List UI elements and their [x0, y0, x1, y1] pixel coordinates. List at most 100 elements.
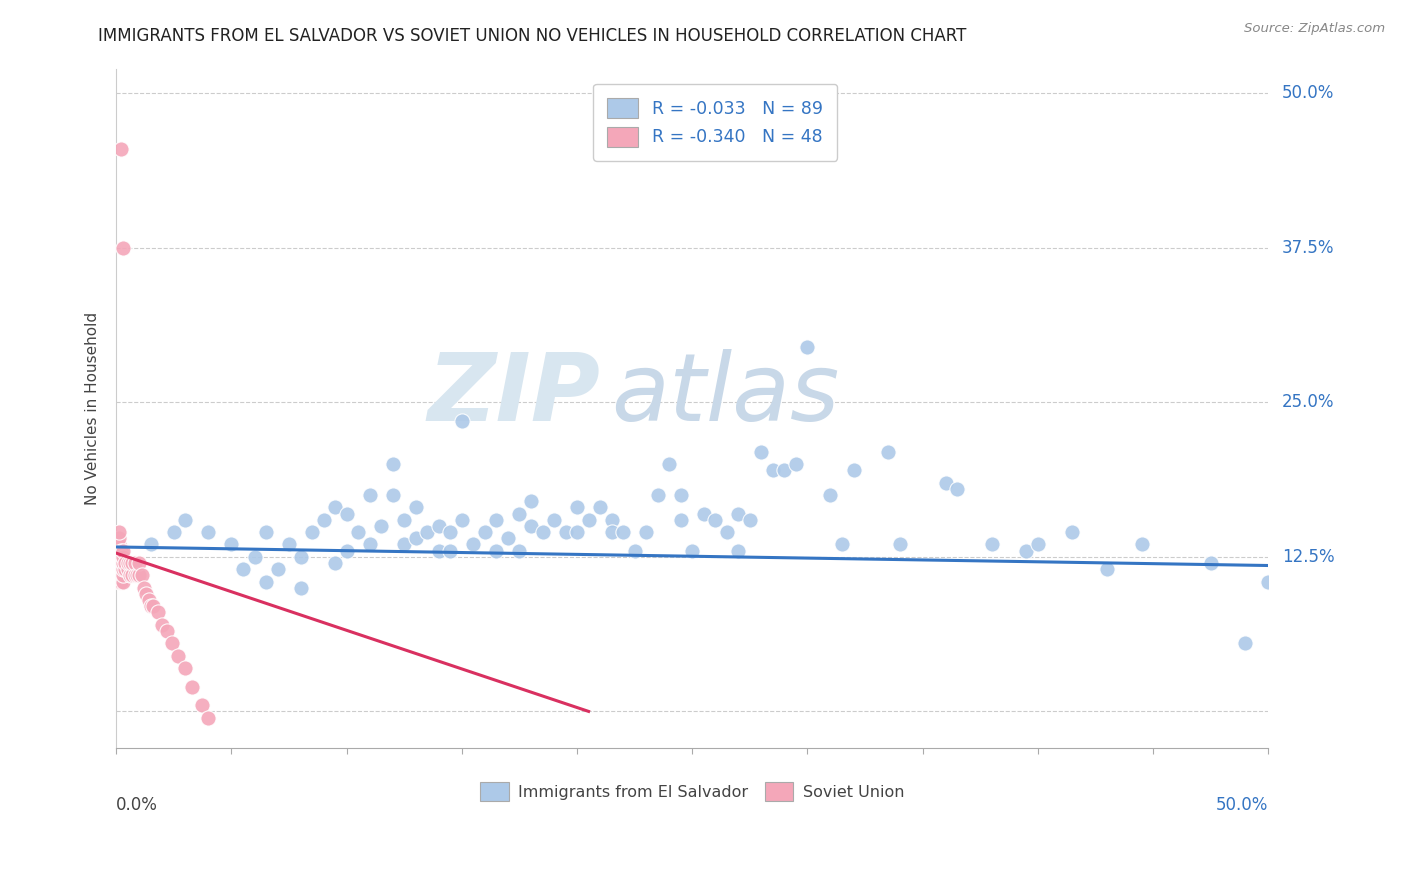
Text: ZIP: ZIP [427, 349, 600, 441]
Point [946, 482, 969, 496]
Point [520, 494, 543, 508]
Text: 50.0%: 50.0% [1216, 796, 1268, 814]
Point [117, 556, 139, 570]
Point [669, 488, 692, 502]
Point [117, 562, 139, 576]
Point [124, 556, 146, 570]
Point [751, 444, 773, 458]
Point [427, 519, 450, 533]
Point [980, 537, 1002, 551]
Point [439, 543, 461, 558]
Point [107, 549, 129, 564]
Point [427, 543, 450, 558]
Point [110, 562, 132, 576]
Point [121, 556, 143, 570]
Text: atlas: atlas [612, 350, 839, 441]
Point [120, 556, 142, 570]
Point [394, 513, 416, 527]
Point [543, 513, 565, 527]
Y-axis label: No Vehicles in Household: No Vehicles in Household [86, 312, 100, 505]
Text: IMMIGRANTS FROM EL SALVADOR VS SOVIET UNION NO VEHICLES IN HOUSEHOLD CORRELATION: IMMIGRANTS FROM EL SALVADOR VS SOVIET UN… [98, 27, 967, 45]
Point [1199, 556, 1222, 570]
Point [121, 568, 143, 582]
Point [110, 568, 132, 582]
Point [290, 581, 312, 595]
Text: 0.0%: 0.0% [117, 796, 157, 814]
Point [336, 507, 359, 521]
Point [110, 142, 132, 156]
Point [110, 543, 132, 558]
Point [600, 525, 623, 540]
Point [520, 519, 543, 533]
Point [370, 519, 392, 533]
Point [693, 507, 716, 521]
Point [190, 698, 212, 713]
Point [508, 507, 530, 521]
Point [381, 488, 404, 502]
Point [463, 537, 485, 551]
Point [796, 340, 818, 354]
Point [131, 568, 153, 582]
Point [820, 488, 842, 502]
Point [107, 537, 129, 551]
Point [135, 587, 157, 601]
Text: Source: ZipAtlas.com: Source: ZipAtlas.com [1244, 22, 1385, 36]
Point [124, 568, 146, 582]
Point [112, 549, 135, 564]
Point [842, 463, 865, 477]
Point [647, 488, 669, 502]
Point [110, 574, 132, 589]
Text: 37.5%: 37.5% [1282, 239, 1334, 257]
Point [312, 513, 335, 527]
Point [110, 549, 132, 564]
Point [773, 463, 796, 477]
Point [112, 568, 135, 582]
Point [181, 680, 204, 694]
Point [450, 513, 472, 527]
Point [112, 241, 135, 255]
Point [1095, 562, 1118, 576]
Point [266, 562, 288, 576]
Point [416, 525, 439, 540]
Point [139, 599, 162, 614]
Point [112, 562, 135, 576]
Point [114, 556, 136, 570]
Point [727, 507, 749, 521]
Point [336, 543, 359, 558]
Point [394, 537, 416, 551]
Point [301, 525, 323, 540]
Point [107, 562, 129, 576]
Point [1130, 537, 1153, 551]
Point [935, 475, 957, 490]
Point [612, 525, 634, 540]
Point [254, 574, 277, 589]
Point [150, 618, 173, 632]
Point [243, 549, 266, 564]
Point [197, 525, 219, 540]
Point [889, 537, 911, 551]
Point [254, 525, 277, 540]
Point [167, 648, 190, 663]
Point [565, 525, 588, 540]
Point [1026, 537, 1049, 551]
Point [323, 556, 346, 570]
Point [290, 549, 312, 564]
Point [485, 543, 508, 558]
Point [110, 556, 132, 570]
Text: 50.0%: 50.0% [1282, 84, 1334, 103]
Point [112, 543, 135, 558]
Point [727, 543, 749, 558]
Point [107, 556, 129, 570]
Point [636, 525, 658, 540]
Point [381, 457, 404, 471]
Point [474, 525, 496, 540]
Point [589, 500, 612, 515]
Point [831, 537, 853, 551]
Point [174, 513, 197, 527]
Text: 25.0%: 25.0% [1282, 393, 1334, 411]
Point [877, 444, 900, 458]
Point [125, 568, 148, 582]
Point [112, 574, 135, 589]
Point [565, 500, 588, 515]
Point [160, 636, 183, 650]
